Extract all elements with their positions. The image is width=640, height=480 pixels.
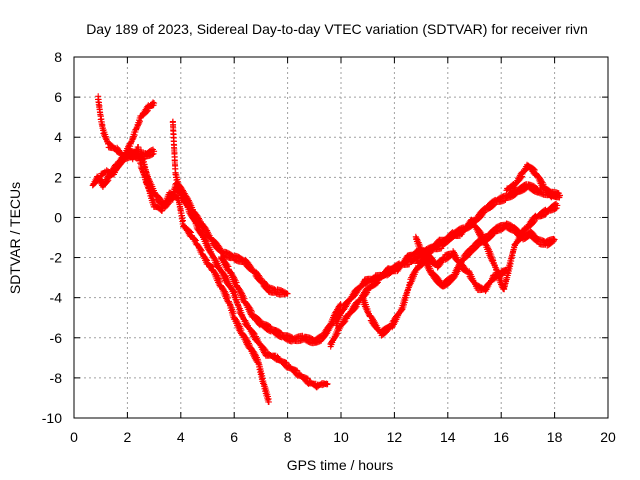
data-point <box>187 228 194 235</box>
data-point <box>284 290 291 297</box>
data-point <box>125 147 132 154</box>
y-tick-label: -6 <box>50 330 63 346</box>
x-tick-label: 4 <box>177 429 185 445</box>
data-point <box>118 160 125 167</box>
data-point <box>543 211 549 218</box>
data-point <box>363 290 370 297</box>
y-tick-label: 2 <box>54 169 62 185</box>
data-point <box>551 236 558 243</box>
data-point <box>250 329 257 336</box>
data-point <box>531 219 537 225</box>
series-track-11 <box>503 161 563 201</box>
data-point <box>131 132 138 139</box>
data-point <box>546 188 553 195</box>
data-point <box>324 380 331 387</box>
data-point <box>230 310 237 317</box>
data-point <box>303 375 310 382</box>
data-point <box>261 345 268 352</box>
y-axis-label: SDTVAR / TECUs <box>7 182 23 294</box>
data-point <box>144 107 151 114</box>
data-point <box>117 161 124 168</box>
data-point <box>438 245 445 252</box>
data-point <box>373 280 380 287</box>
data-series <box>89 93 563 405</box>
y-tick-label: 4 <box>54 129 62 145</box>
axis-ticks: 0 2 4 6 8 10 12 14 16 18 20 -10 -8 -6 -4 -2 0 2 4 6 8 <box>42 49 616 445</box>
data-point <box>259 375 266 382</box>
data-point <box>224 262 231 269</box>
data-point <box>556 192 563 199</box>
data-point <box>143 108 150 115</box>
data-point <box>503 266 510 273</box>
x-tick-label: 10 <box>333 429 349 445</box>
series-track-6 <box>217 254 344 347</box>
y-tick-label: 6 <box>54 89 62 105</box>
data-point <box>137 118 143 125</box>
data-point <box>140 156 147 163</box>
data-point <box>352 304 359 311</box>
data-point <box>531 167 538 173</box>
x-tick-label: 0 <box>70 429 78 445</box>
series-track-10 <box>412 220 558 290</box>
data-point <box>256 316 263 323</box>
y-tick-label: -4 <box>50 290 63 306</box>
data-point <box>551 237 557 244</box>
y-tick-label: 0 <box>54 209 62 225</box>
y-tick-label: 8 <box>54 49 62 65</box>
x-axis-label: GPS time / hours <box>287 457 394 473</box>
x-tick-label: 6 <box>230 429 238 445</box>
x-tick-label: 8 <box>284 429 292 445</box>
data-point <box>249 308 255 315</box>
data-point <box>104 178 111 185</box>
x-tick-label: 14 <box>440 429 456 445</box>
data-point <box>126 146 133 153</box>
x-tick-label: 2 <box>124 429 132 445</box>
data-point <box>518 174 525 181</box>
data-point <box>277 329 283 336</box>
data-point <box>552 205 559 212</box>
x-tick-label: 18 <box>547 429 563 445</box>
data-point <box>266 323 273 330</box>
chart-title: Day 189 of 2023, Sidereal Day-to-day VTE… <box>86 21 588 37</box>
data-point <box>265 399 272 405</box>
y-tick-label: -8 <box>50 370 63 386</box>
data-point <box>324 381 330 388</box>
data-point <box>553 205 560 212</box>
y-tick-label: -10 <box>42 410 62 426</box>
y-tick-label: -2 <box>50 250 63 266</box>
data-point <box>541 211 548 218</box>
data-point <box>151 148 158 155</box>
plot-frame <box>73 56 609 419</box>
x-tick-label: 20 <box>600 429 616 445</box>
data-point <box>478 230 485 237</box>
series-track-7 <box>327 181 563 350</box>
data-point <box>334 330 341 337</box>
data-point <box>225 294 232 301</box>
data-point <box>151 100 158 107</box>
data-point <box>180 217 186 224</box>
series-track-9 <box>359 248 510 339</box>
data-point <box>554 202 561 209</box>
data-point <box>490 202 497 209</box>
x-tick-label: 12 <box>387 429 403 445</box>
data-point <box>149 151 156 158</box>
data-point <box>217 278 223 285</box>
x-tick-label: 16 <box>493 429 509 445</box>
series-track-3 <box>95 93 272 405</box>
data-point <box>150 99 156 106</box>
